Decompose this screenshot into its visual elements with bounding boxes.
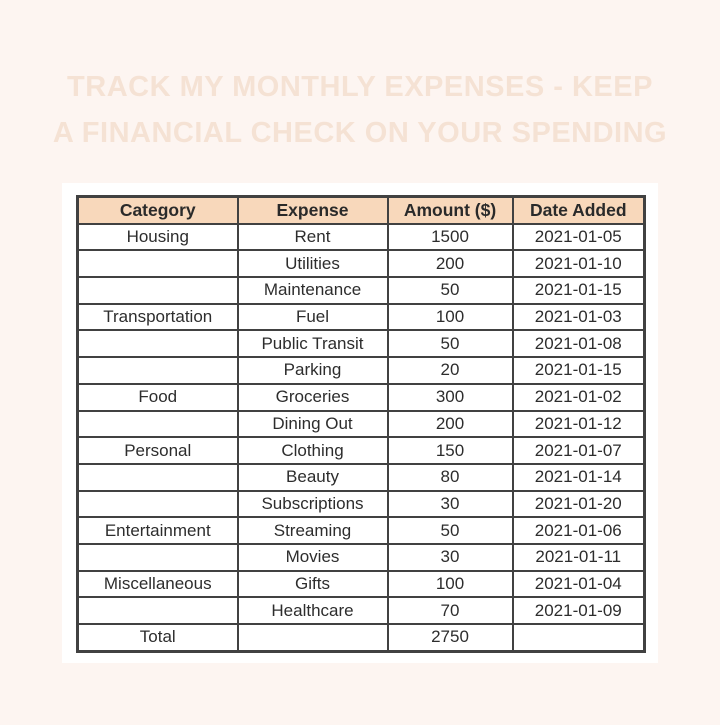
cell-amount: 20 [386,356,514,385]
table-row: Dining Out 200 2021-01-12 [76,409,646,439]
cell-expense: Healthcare [236,596,389,625]
expense-table-body: Housing Rent 1500 2021-01-05 Utilities 200 20… [76,222,646,653]
cell-category [76,329,239,359]
cell-expense: Movies [236,542,389,572]
cell-category: Miscellaneous [76,569,239,599]
table-row: Transportation Fuel 100 2021-01-03 [76,302,646,332]
expense-table: Category Expense Amount ($) Date Added H… [76,195,646,653]
cell-amount: 30 [386,542,514,572]
table-row: Housing Rent 1500 2021-01-05 [76,222,646,252]
cell-expense: Maintenance [236,276,389,305]
table-row: Entertainment Streaming 50 2021-01-06 [76,516,646,545]
table-row: Personal Clothing 150 2021-01-07 [76,436,646,465]
cell-expense: Rent [236,222,389,252]
cell-expense: Streaming [236,516,389,545]
table-card: Category Expense Amount ($) Date Added H… [62,183,658,663]
cell-amount: 80 [386,462,514,492]
cell-category [76,409,239,439]
cell-date-added: 2021-01-07 [511,436,646,465]
table-row: Subscriptions 30 2021-01-20 [76,489,646,519]
cell-expense: Parking [236,356,389,385]
cell-expense: Dining Out [236,409,389,439]
cell-amount: 150 [386,436,514,465]
page-title-line2: A FINANCIAL CHECK ON YOUR SPENDING [52,117,668,149]
cell-category: Personal [76,436,239,465]
cell-date-added: 2021-01-04 [511,569,646,599]
cell-date-added: 2021-01-10 [511,249,646,279]
cell-amount: 1500 [386,222,514,252]
cell-amount: 50 [386,276,514,305]
cell-amount: 70 [386,596,514,625]
cell-date-added: 2021-01-11 [511,542,646,572]
page-title: TRACK MY MONTHLY EXPENSES - KEEP A FINAN… [0,64,720,156]
cell-category [76,542,239,572]
cell-date-added: 2021-01-03 [511,302,646,332]
cell-date-added: 2021-01-20 [511,489,646,519]
cell-expense: Groceries [236,382,389,412]
cell-category [76,489,239,519]
cell-date-added: 2021-01-09 [511,596,646,625]
table-row: Beauty 80 2021-01-14 [76,462,646,492]
cell-date-added: 2021-01-14 [511,462,646,492]
cell-date-added: 2021-01-08 [511,329,646,359]
cell-amount: 100 [386,302,514,332]
table-row: Food Groceries 300 2021-01-02 [76,382,646,412]
column-header-category: Category [76,195,239,225]
cell-category: Food [76,382,239,412]
cell-category [76,356,239,385]
cell-category: Transportation [76,302,239,332]
cell-date-added: 2021-01-06 [511,516,646,545]
cell-date-added: 2021-01-15 [511,356,646,385]
cell-date-added [511,622,646,653]
cell-date-added: 2021-01-12 [511,409,646,439]
cell-expense: Clothing [236,436,389,465]
cell-category: Total [76,622,239,653]
cell-amount: 300 [386,382,514,412]
table-row: Healthcare 70 2021-01-09 [76,596,646,625]
column-header-expense: Expense [236,195,389,225]
table-row: Movies 30 2021-01-11 [76,542,646,572]
cell-amount: 30 [386,489,514,519]
cell-amount: 50 [386,329,514,359]
cell-category [76,276,239,305]
cell-expense [236,622,389,653]
table-row: Miscellaneous Gifts 100 2021-01-04 [76,569,646,599]
cell-expense: Fuel [236,302,389,332]
table-header-row: Category Expense Amount ($) Date Added [76,195,646,225]
cell-date-added: 2021-01-02 [511,382,646,412]
cell-date-added: 2021-01-15 [511,276,646,305]
cell-category [76,596,239,625]
column-header-amount: Amount ($) [386,195,514,225]
cell-amount: 100 [386,569,514,599]
table-row: Utilities 200 2021-01-10 [76,249,646,279]
cell-expense: Public Transit [236,329,389,359]
cell-amount: 200 [386,409,514,439]
cell-expense: Beauty [236,462,389,492]
column-header-date-added: Date Added [511,195,646,225]
table-row: Parking 20 2021-01-15 [76,356,646,385]
cell-expense: Utilities [236,249,389,279]
cell-amount: 2750 [386,622,514,653]
cell-amount: 50 [386,516,514,545]
cell-category: Housing [76,222,239,252]
table-row: Public Transit 50 2021-01-08 [76,329,646,359]
page-title-line1: TRACK MY MONTHLY EXPENSES - KEEP [67,71,653,103]
table-row: Maintenance 50 2021-01-15 [76,276,646,305]
cell-category: Entertainment [76,516,239,545]
cell-category [76,249,239,279]
cell-expense: Gifts [236,569,389,599]
cell-expense: Subscriptions [236,489,389,519]
cell-category [76,462,239,492]
table-row: Total 2750 [76,622,646,653]
cell-date-added: 2021-01-05 [511,222,646,252]
cell-amount: 200 [386,249,514,279]
